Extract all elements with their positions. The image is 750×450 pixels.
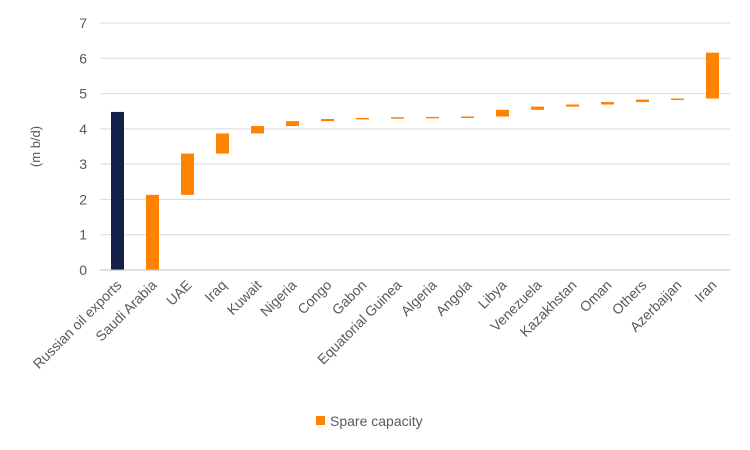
- y-tick-label-1: 1: [79, 227, 87, 243]
- y-axis-ticks: 0 1 2 3 4 5 6 7: [79, 15, 87, 278]
- x-category-label-6: Congo: [294, 277, 335, 318]
- y-tick-label-5: 5: [79, 86, 87, 102]
- y-tick-label-7: 7: [79, 15, 87, 31]
- bar-spare-capacity-9: [426, 116, 439, 119]
- x-category-label-9: Algeria: [397, 277, 439, 319]
- x-category-label-4: Kuwait: [224, 277, 265, 318]
- bar-spare-capacity-17: [706, 52, 719, 99]
- bar-spare-capacity-14: [601, 102, 614, 105]
- x-category-label-14: Oman: [576, 277, 614, 315]
- legend: Spare capacity: [316, 413, 423, 429]
- x-category-label-3: Iraq: [201, 277, 229, 305]
- y-axis-label: (m b/d): [28, 126, 43, 167]
- bar-russian-oil-exports: [111, 111, 124, 270]
- bar-spare-capacity-8: [391, 117, 404, 119]
- x-category-label-10: Angola: [432, 277, 474, 319]
- legend-label-spare-capacity: Spare capacity: [330, 413, 423, 429]
- bar-spare-capacity-16: [671, 98, 684, 101]
- bar-spare-capacity-7: [356, 117, 369, 120]
- y-tick-label-2: 2: [79, 191, 87, 207]
- y-tick-label-4: 4: [79, 121, 87, 137]
- bar-spare-capacity-4: [251, 126, 264, 134]
- y-tick-label-0: 0: [79, 262, 87, 278]
- x-category-label-5: Nigeria: [257, 277, 300, 320]
- bar-spare-capacity-6: [321, 118, 334, 122]
- bar-spare-capacity-3: [216, 133, 229, 154]
- x-category-label-17: Iran: [691, 277, 719, 305]
- bar-spare-capacity-15: [636, 99, 649, 103]
- bar-spare-capacity-13: [566, 104, 579, 107]
- legend-swatch-spare-capacity: [316, 416, 325, 425]
- bar-spare-capacity-2: [181, 153, 194, 195]
- y-tick-label-3: 3: [79, 156, 87, 172]
- x-category-label-2: UAE: [163, 277, 195, 309]
- bar-spare-capacity-1: [146, 194, 159, 270]
- y-tick-label-6: 6: [79, 50, 87, 66]
- gridlines: [100, 22, 730, 236]
- bar-spare-capacity-12: [531, 106, 544, 110]
- bar-spare-capacity-11: [496, 109, 509, 117]
- bar-spare-capacity-10: [461, 116, 474, 119]
- bars: [111, 52, 719, 270]
- bar-spare-capacity-5: [286, 121, 299, 127]
